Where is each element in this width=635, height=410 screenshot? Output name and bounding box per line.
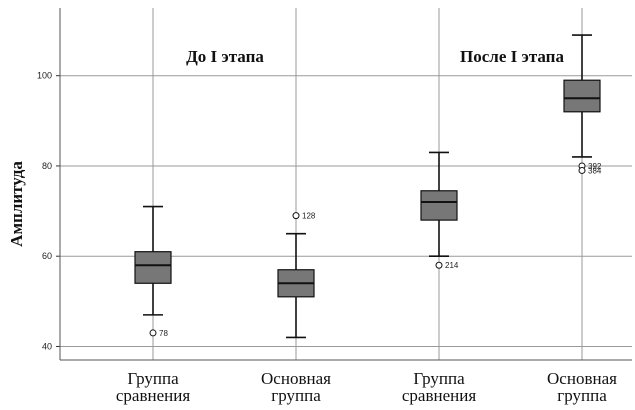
x-category-label: Группа сравнения xyxy=(116,369,190,405)
box-group xyxy=(277,212,315,339)
x-category-label: Основная группа xyxy=(547,369,617,405)
x-category-line: Основная xyxy=(261,369,331,388)
outlier-point xyxy=(149,329,157,337)
outlier-label: 384 xyxy=(588,166,602,175)
x-category-line: Группа xyxy=(413,369,465,388)
outlier-label: 78 xyxy=(159,329,168,338)
y-tick-label: 80 xyxy=(42,161,52,171)
y-tick-label: 60 xyxy=(42,251,52,261)
outlier-label: 128 xyxy=(302,212,316,221)
x-category-line: Группа xyxy=(127,369,179,388)
box-iqr xyxy=(420,190,458,221)
y-tick-label: 100 xyxy=(37,71,52,81)
panel-label: До I этапа xyxy=(186,47,264,66)
box-iqr xyxy=(134,251,172,284)
box-group xyxy=(420,151,458,269)
y-axis-label: Амплитуда xyxy=(7,161,26,247)
box-series xyxy=(134,34,601,339)
outlier-point xyxy=(435,261,443,269)
box-iqr xyxy=(563,79,601,113)
outlier-point xyxy=(578,166,586,174)
y-tick-label: 40 xyxy=(42,341,52,351)
panel-label: После I этапа xyxy=(460,47,564,66)
x-category-label: Основная группа xyxy=(261,369,331,405)
box-group xyxy=(134,205,172,337)
x-category-label: Группа сравнения xyxy=(402,369,476,405)
x-category-line: сравнения xyxy=(116,386,190,405)
outlier-label: 392 xyxy=(588,162,602,171)
x-category-line: группа xyxy=(557,386,607,405)
outlier-label: 214 xyxy=(445,261,459,270)
outlier-point xyxy=(292,212,300,220)
x-category-line: сравнения xyxy=(402,386,476,405)
x-category-line: группа xyxy=(271,386,321,405)
x-category-line: Основная xyxy=(547,369,617,388)
box-group xyxy=(563,34,601,174)
